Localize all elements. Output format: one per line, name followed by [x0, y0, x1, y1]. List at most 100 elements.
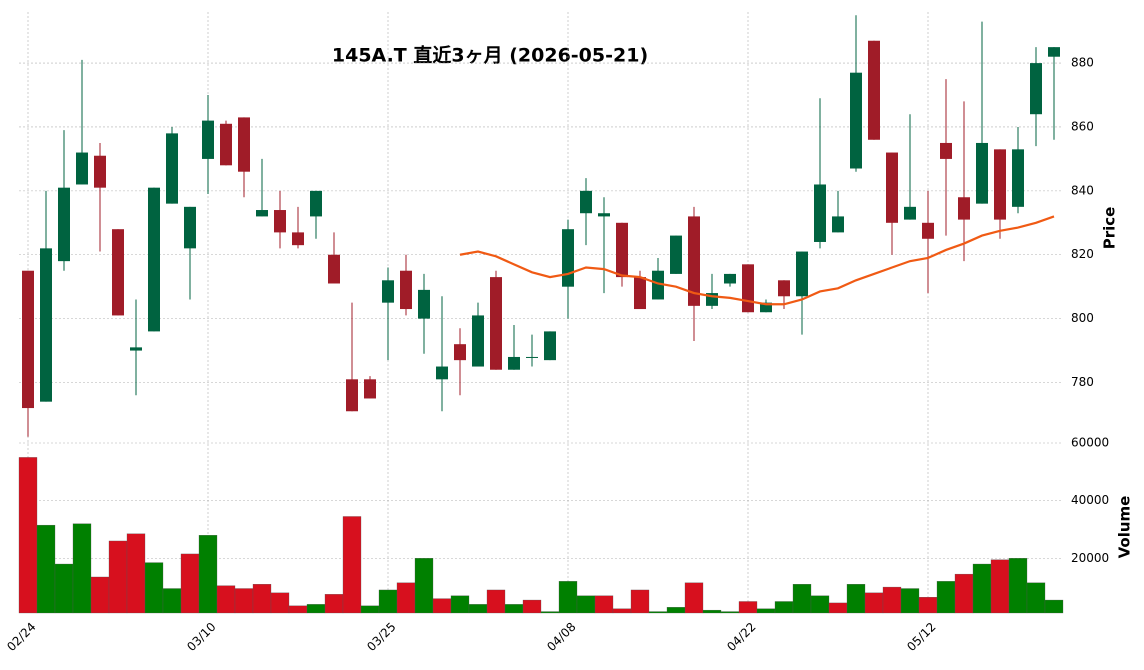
candle-body — [400, 270, 412, 310]
volume-bar — [486, 589, 506, 614]
volume-bar — [612, 608, 632, 614]
volume-bar — [126, 533, 146, 614]
volume-bar — [828, 602, 848, 614]
volume-bar — [684, 582, 704, 614]
candle-body — [724, 273, 736, 284]
volume-bar — [738, 601, 758, 614]
candle-body — [904, 206, 916, 220]
candle-body — [958, 197, 970, 220]
volume-bar — [882, 586, 902, 614]
volume-bar — [522, 599, 542, 614]
volume-bar — [810, 595, 830, 614]
price-axis-label: Price — [1101, 207, 1119, 250]
candle-body — [580, 190, 592, 214]
volume-bar — [324, 594, 344, 614]
volume-bar — [90, 576, 110, 614]
volume-bar — [558, 581, 578, 614]
candle-body — [364, 379, 376, 399]
candle-body — [346, 379, 358, 412]
y-tick-label: 60000 — [1071, 436, 1109, 450]
volume-bar — [666, 607, 686, 614]
candle-body — [166, 133, 178, 204]
volume-bar — [846, 584, 866, 614]
volume-bar — [540, 611, 560, 614]
volume-bar — [360, 605, 380, 614]
candle-body — [112, 229, 124, 316]
candle-body — [40, 248, 52, 402]
candle-body — [832, 216, 844, 233]
y-tick-label: 20000 — [1071, 551, 1109, 565]
x-tick-label: 04/08 — [544, 620, 578, 654]
volume-bar — [234, 588, 254, 614]
volume-bar — [18, 457, 38, 614]
candle-body — [1048, 47, 1060, 57]
candle-body — [382, 280, 394, 303]
volume-bar — [594, 595, 614, 614]
candle-body — [922, 222, 934, 239]
candle-body — [868, 40, 880, 140]
volume-bar — [414, 558, 434, 614]
candle-body — [598, 213, 610, 217]
candle-body — [490, 277, 502, 370]
candle-body — [328, 254, 340, 284]
volume-bar — [1044, 599, 1064, 614]
candle-body — [238, 117, 250, 172]
candle-body — [1030, 63, 1042, 115]
candle-body — [976, 142, 988, 204]
volume-bar — [450, 595, 470, 614]
x-tick-label: 03/10 — [184, 620, 218, 654]
y-tick-label: 800 — [1071, 311, 1094, 325]
candle-body — [184, 206, 196, 249]
volume-bar — [468, 604, 488, 614]
volume-bar — [36, 524, 56, 614]
volume-bar — [756, 608, 776, 614]
volume-bar — [378, 589, 398, 614]
volume-bar — [342, 516, 362, 614]
candle-body — [616, 222, 628, 278]
y-tick-label: 780 — [1071, 375, 1094, 389]
candle-body — [796, 251, 808, 297]
candle-body — [220, 123, 232, 166]
y-tick-label: 840 — [1071, 183, 1094, 197]
volume-bar — [990, 559, 1010, 614]
volume-bar — [702, 609, 722, 614]
volume-bar — [108, 540, 128, 614]
volume-bar — [774, 601, 794, 614]
volume-bar — [954, 573, 974, 614]
candle-body — [670, 235, 682, 274]
candle-body — [292, 232, 304, 246]
candle-body — [634, 277, 646, 310]
y-tick-label: 820 — [1071, 247, 1094, 261]
moving-average-line — [459, 215, 1055, 306]
volume-bar — [918, 597, 938, 614]
volume-bar — [396, 582, 416, 614]
y-tick-label: 860 — [1071, 119, 1094, 133]
volume-bar — [900, 588, 920, 614]
chart-title: 145A.T 直近3ヶ月 (2026-05-21) — [332, 44, 648, 67]
candle-body — [562, 229, 574, 287]
candle-body — [508, 356, 520, 370]
candle-body — [148, 187, 160, 332]
candle-body — [1012, 149, 1024, 207]
candle-body — [436, 366, 448, 380]
candle-body — [886, 152, 898, 223]
candle-body — [94, 155, 106, 188]
candle-body — [526, 356, 538, 358]
volume-bar — [504, 604, 524, 614]
volume-bar — [630, 589, 650, 614]
volume-bar — [162, 588, 182, 614]
candle-body — [994, 149, 1006, 220]
candle-body — [58, 187, 70, 262]
y-tick-label: 40000 — [1071, 493, 1109, 507]
volume-bar — [216, 585, 236, 614]
volume-bar — [144, 562, 164, 614]
volume-bar — [1008, 558, 1028, 614]
volume-bar — [648, 611, 668, 614]
volume-bar — [576, 595, 596, 614]
candle-body — [22, 270, 34, 409]
volume-bar — [180, 553, 200, 614]
volume-bar — [720, 611, 740, 614]
volume-bar — [252, 584, 272, 614]
candle-body — [418, 289, 430, 319]
